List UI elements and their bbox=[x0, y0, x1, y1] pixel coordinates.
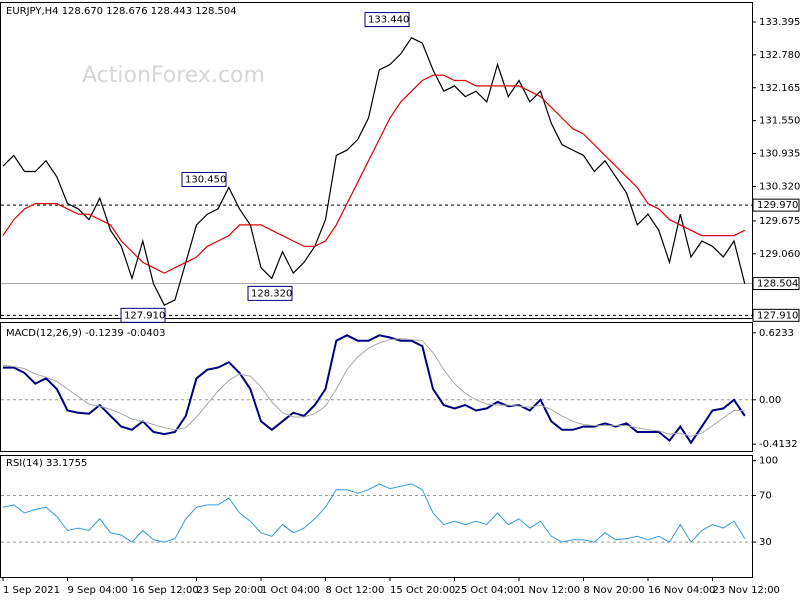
x-tick-label: 16 Sep 12:00 bbox=[132, 585, 199, 596]
y-tick-label: 130.320 bbox=[759, 181, 800, 192]
y-tick-label: 0.6233 bbox=[759, 328, 794, 339]
y-tick-label: 130.935 bbox=[759, 149, 800, 160]
chart-title: EURJPY,H4 128.670 128.676 128.443 128.50… bbox=[6, 6, 237, 17]
x-tick-label: 1 Nov 12:00 bbox=[519, 585, 580, 596]
series-line bbox=[2, 483, 746, 543]
x-tick-label: 1 Oct 04:00 bbox=[261, 585, 320, 596]
annotation-label: 128.320 bbox=[251, 288, 292, 299]
annotation-label: 127.910 bbox=[124, 310, 165, 321]
series-line bbox=[2, 37, 746, 307]
series-line bbox=[2, 338, 745, 437]
y-tick-label: 131.550 bbox=[759, 116, 800, 127]
x-tick-label: 23 Sep 20:00 bbox=[197, 585, 264, 596]
annotation-box bbox=[247, 285, 293, 301]
x-tick-label: 23 Nov 12:00 bbox=[713, 585, 780, 596]
annotation-box bbox=[364, 12, 410, 28]
level-box bbox=[752, 308, 800, 322]
y-tick-label: -0.4132 bbox=[759, 439, 798, 450]
annotation-label: 133.440 bbox=[368, 15, 409, 26]
x-tick-label: 16 Nov 04:00 bbox=[648, 585, 715, 596]
x-tick-label: 1 Sep 2021 bbox=[3, 585, 60, 596]
rsi-title: RSI(14) 33.1755 bbox=[6, 458, 87, 469]
x-tick-label: 8 Oct 12:00 bbox=[326, 585, 385, 596]
x-tick-label: 8 Nov 20:00 bbox=[584, 585, 645, 596]
y-tick-label: 129.675 bbox=[759, 216, 800, 227]
level-box bbox=[752, 198, 800, 212]
level-label: 129.970 bbox=[757, 200, 798, 211]
watermark: ActionForex.com bbox=[82, 63, 265, 88]
y-tick-label: 70 bbox=[759, 491, 772, 502]
main-panel bbox=[0, 2, 753, 319]
x-tick-label: 9 Sep 04:00 bbox=[68, 585, 128, 596]
y-tick-label: 132.165 bbox=[759, 83, 800, 94]
macd-title: MACD(12,26,9) -0.1239 -0.0403 bbox=[6, 328, 166, 339]
y-tick-label: 132.780 bbox=[759, 50, 800, 61]
y-tick-label: 129.060 bbox=[759, 249, 800, 260]
macd-panel bbox=[0, 322, 753, 452]
rsi-panel bbox=[0, 455, 753, 578]
series-line bbox=[2, 74, 746, 274]
y-tick-label: 133.395 bbox=[759, 17, 800, 28]
y-tick-label: 0.00 bbox=[759, 395, 781, 406]
y-tick-label: 100 bbox=[759, 456, 778, 467]
annotation-label: 130.450 bbox=[185, 174, 226, 185]
level-label: 128.504 bbox=[757, 279, 798, 290]
annotation-box bbox=[120, 307, 166, 323]
x-tick-label: 15 Oct 20:00 bbox=[390, 585, 455, 596]
x-tick-label: 25 Oct 04:00 bbox=[455, 585, 520, 596]
annotation-box bbox=[181, 171, 227, 187]
series-line bbox=[3, 334, 746, 445]
y-tick-label: 30 bbox=[759, 537, 772, 548]
level-box bbox=[752, 277, 800, 291]
level-label: 127.910 bbox=[757, 310, 798, 321]
